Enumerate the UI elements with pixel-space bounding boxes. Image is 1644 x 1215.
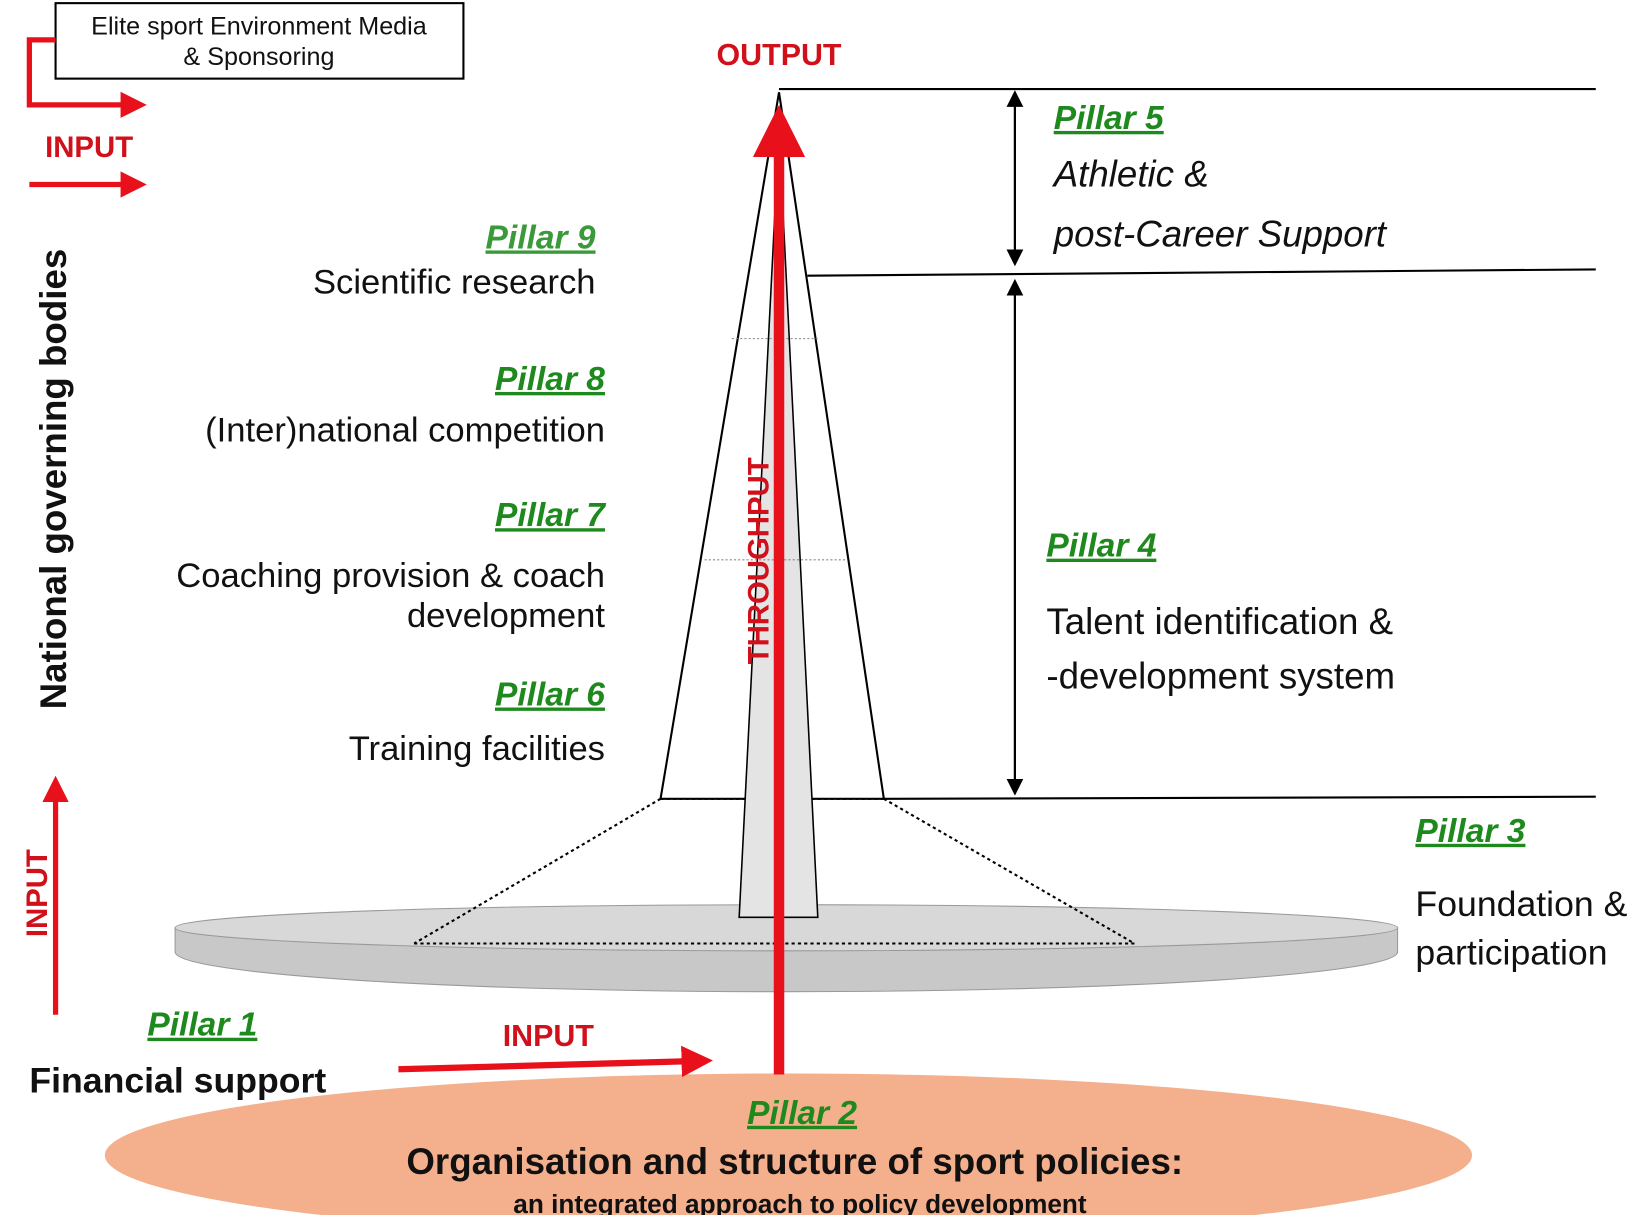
pillar-3-line2: participation [1415, 932, 1607, 972]
environment-box [54, 2, 465, 80]
pillar-5-line2: post-Career Support [1053, 213, 1388, 254]
pillar-3-line1: Foundation & [1415, 884, 1627, 924]
level-lines [779, 88, 1596, 800]
throughput-label: THROUGHPUT [743, 457, 776, 664]
pillar-8-title: Pillar 8 [495, 361, 605, 398]
pillar-2-title: Pillar 2 [747, 1095, 857, 1132]
input-bracket-arrow [26, 37, 147, 118]
pillar-2-text: Organisation and structure of sport poli… [406, 1141, 1183, 1182]
pillar-7-line2: development [407, 597, 605, 635]
pillar-6-title: Pillar 6 [495, 677, 605, 714]
environment-line2: & Sponsoring [183, 43, 334, 71]
pillar-4-line1: Talent identification & [1046, 601, 1393, 642]
pillar-7-title: Pillar 7 [495, 497, 606, 534]
national-governing-bodies-label: National governing bodies [33, 249, 74, 710]
output-label: OUTPUT [717, 38, 842, 72]
pillar-4-title: Pillar 4 [1046, 528, 1156, 565]
pillar-5-title: Pillar 5 [1054, 100, 1165, 137]
input-left-label: INPUT [21, 849, 54, 937]
pillar-3-title: Pillar 3 [1415, 813, 1525, 850]
input-top-label: INPUT [45, 131, 133, 164]
pillar-1-text: Financial support [29, 1060, 326, 1100]
input-bottom-arrow [398, 1045, 713, 1078]
pillar-1-title: Pillar 1 [147, 1007, 257, 1044]
pillar-2-subtext: an integrated approach to policy develop… [513, 1189, 1087, 1215]
pillar-8-text: (Inter)national competition [205, 411, 605, 449]
base-ellipse [105, 1073, 1472, 1215]
pillar-6-text: Training facilities [349, 730, 605, 768]
foundation-disc [174, 904, 1399, 993]
pillar-4-line2: -development system [1046, 656, 1395, 697]
environment-line1: Elite sport Environment Media [91, 13, 427, 41]
pillar-7-line1: Coaching provision & coach [176, 557, 605, 595]
input-bottom-label: INPUT [503, 1019, 595, 1053]
pillar-5-line1: Athletic & [1052, 154, 1209, 195]
pillar-9-title: Pillar 9 [486, 219, 596, 256]
pillar-9-text: Scientific research [313, 264, 596, 302]
